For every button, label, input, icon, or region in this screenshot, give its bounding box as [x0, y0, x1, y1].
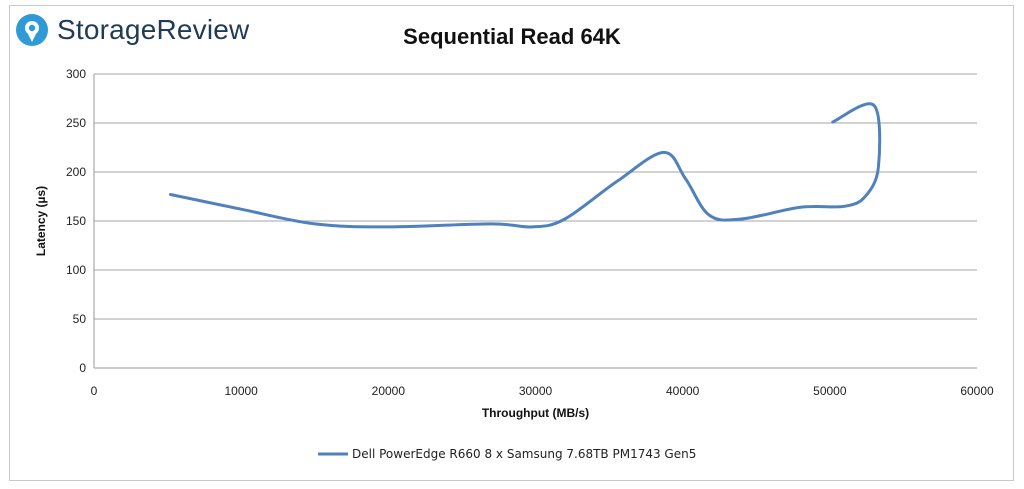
y-axis-label: Latency (µs) [34, 186, 48, 256]
y-tick-label: 100 [66, 263, 86, 277]
x-axis-label: Throughput (MB/s) [482, 406, 589, 420]
x-tick-label: 0 [91, 384, 98, 398]
legend-label: Dell PowerEdge R660 8 x Samsung 7.68TB P… [352, 447, 696, 461]
series-group [169, 102, 882, 229]
x-tick-label: 50000 [813, 384, 847, 398]
chart-frame [9, 5, 1014, 481]
y-tick-label: 50 [73, 312, 87, 326]
y-tick-label: 200 [66, 165, 86, 179]
series-line [169, 102, 882, 229]
y-tick-label: 0 [79, 361, 86, 375]
y-tick-label: 150 [66, 214, 86, 228]
y-tick-label: 300 [66, 67, 86, 81]
x-tick-label: 30000 [519, 384, 553, 398]
storagereview-logo-icon [16, 14, 48, 46]
legend: Dell PowerEdge R660 8 x Samsung 7.68TB P… [318, 447, 696, 461]
tick-labels: 0 50 100 150 200 250 300 0 10000 20000 30000 40000 5… [66, 67, 994, 398]
x-tick-label: 10000 [224, 384, 258, 398]
y-tick-label: 250 [66, 116, 86, 130]
x-tick-label: 40000 [666, 384, 700, 398]
x-tick-label: 20000 [372, 384, 406, 398]
chart-title: Sequential Read 64K [403, 24, 621, 49]
brand: StorageReview [15, 10, 249, 50]
grid-lines [93, 73, 977, 369]
brand-name: StorageReview [57, 14, 250, 45]
x-tick-label: 60000 [960, 384, 994, 398]
